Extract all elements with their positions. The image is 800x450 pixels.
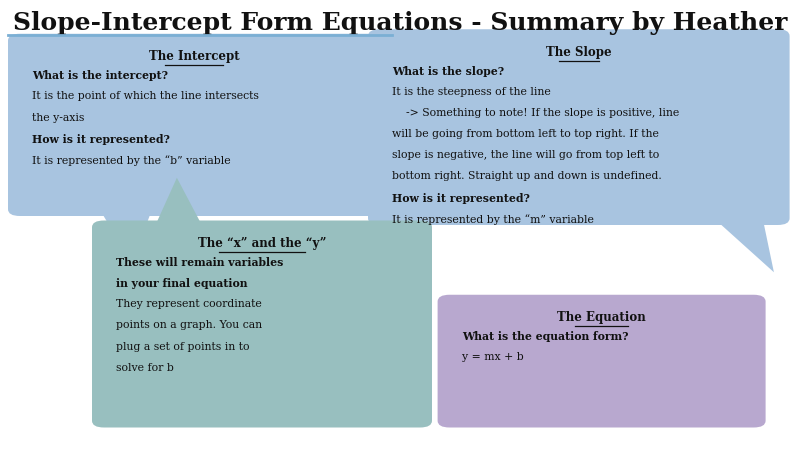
- Text: The Equation: The Equation: [558, 311, 646, 324]
- Text: y = mx + b: y = mx + b: [462, 352, 523, 362]
- Text: They represent coordinate: They represent coordinate: [116, 299, 262, 309]
- Text: solve for b: solve for b: [116, 363, 174, 373]
- FancyBboxPatch shape: [368, 29, 790, 225]
- Text: -> Something to note! If the slope is positive, line: -> Something to note! If the slope is po…: [392, 108, 679, 118]
- Text: The “x” and the “y”: The “x” and the “y”: [198, 237, 326, 250]
- Text: It is the steepness of the line: It is the steepness of the line: [392, 87, 550, 97]
- Text: The Slope: The Slope: [546, 46, 612, 59]
- Text: The Intercept: The Intercept: [149, 50, 239, 63]
- Text: What is the slope?: What is the slope?: [392, 66, 504, 77]
- Text: These will remain variables: These will remain variables: [116, 257, 283, 268]
- Text: plug a set of points in to: plug a set of points in to: [116, 342, 250, 351]
- FancyBboxPatch shape: [438, 295, 766, 428]
- Text: It is the point of which the line intersects: It is the point of which the line inters…: [32, 91, 259, 101]
- Text: How is it represented?: How is it represented?: [392, 193, 530, 203]
- Text: It is represented by the “m” variable: It is represented by the “m” variable: [392, 214, 594, 225]
- Text: What is the equation form?: What is the equation form?: [462, 331, 628, 342]
- Text: slope is negative, the line will go from top left to: slope is negative, the line will go from…: [392, 150, 659, 160]
- FancyBboxPatch shape: [8, 34, 380, 216]
- Text: bottom right. Straight up and down is undefined.: bottom right. Straight up and down is un…: [392, 171, 662, 181]
- Text: will be going from bottom left to top right. If the: will be going from bottom left to top ri…: [392, 129, 659, 139]
- Text: in your final equation: in your final equation: [116, 278, 247, 289]
- FancyBboxPatch shape: [92, 220, 432, 428]
- Text: It is represented by the “b” variable: It is represented by the “b” variable: [32, 155, 230, 166]
- Text: How is it represented?: How is it represented?: [32, 134, 170, 144]
- Polygon shape: [98, 206, 154, 263]
- Polygon shape: [710, 215, 774, 272]
- Text: Slope-Intercept Form Equations - Summary by Heather: Slope-Intercept Form Equations - Summary…: [13, 11, 787, 35]
- Polygon shape: [153, 178, 205, 231]
- Text: the y-axis: the y-axis: [32, 112, 84, 122]
- Text: points on a graph. You can: points on a graph. You can: [116, 320, 262, 330]
- Text: What is the intercept?: What is the intercept?: [32, 70, 168, 81]
